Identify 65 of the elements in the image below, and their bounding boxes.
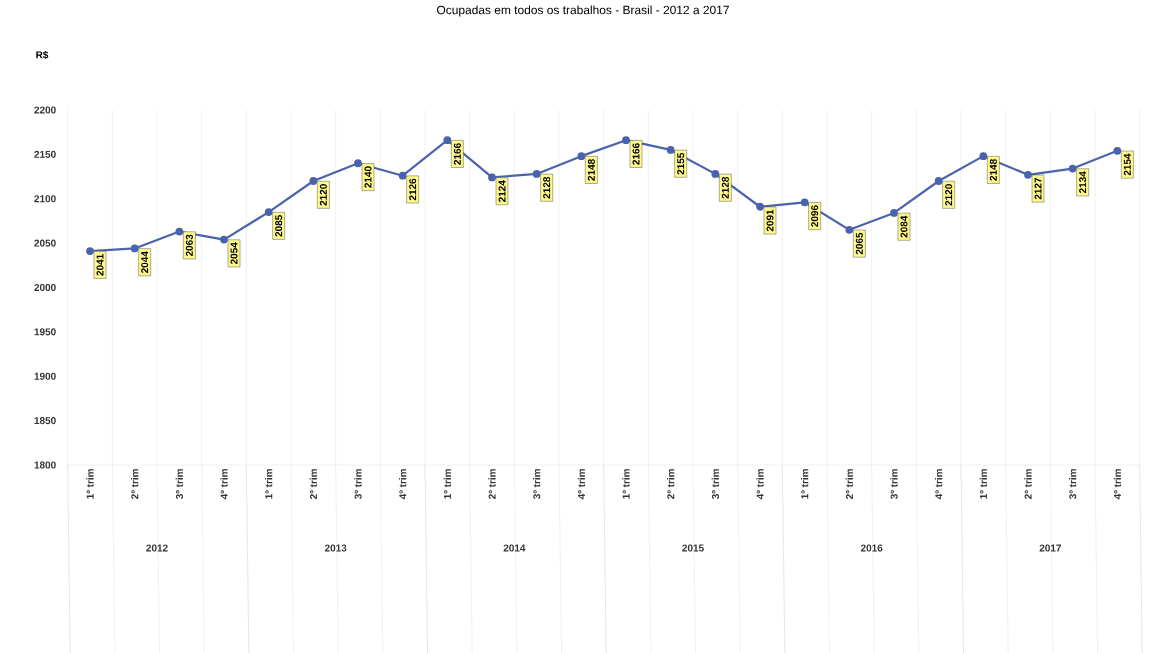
data-label: 2154 bbox=[1123, 153, 1131, 176]
data-label: 2140 bbox=[364, 166, 372, 188]
y-tick-label: 2100 bbox=[34, 195, 56, 203]
text: 2013 bbox=[324, 544, 347, 552]
x-tick-label: 1º trim bbox=[801, 469, 809, 499]
data-label: 2166 bbox=[453, 143, 461, 165]
text: 2012 bbox=[146, 544, 168, 552]
data-label: 2134 bbox=[1079, 171, 1087, 194]
x-tick-label: 3º trim bbox=[890, 469, 898, 500]
data-label: 2127 bbox=[1034, 177, 1042, 200]
y-tick-label: 2200 bbox=[34, 106, 56, 114]
x-tick-label: 4º trim bbox=[935, 469, 943, 500]
y-tick-label: 2000 bbox=[34, 283, 56, 292]
data-label: 2128 bbox=[721, 176, 729, 199]
text: 2017 bbox=[1039, 544, 1061, 552]
x-tick-label: 1º trim bbox=[86, 469, 94, 499]
y-tick-label: 2150 bbox=[34, 150, 56, 158]
data-label: 2124 bbox=[498, 180, 506, 202]
x-tick-label: 2º trim bbox=[309, 469, 317, 499]
x-tick-label: 1º trim bbox=[622, 469, 630, 499]
x-tick-label: 2º trim bbox=[131, 469, 139, 499]
data-label: 2120 bbox=[319, 184, 327, 206]
text: 2014 bbox=[503, 544, 526, 552]
x-tick-label: 2º trim bbox=[667, 469, 675, 499]
data-label: 2085 bbox=[275, 215, 283, 237]
x-tick-label: 4º trim bbox=[399, 469, 407, 500]
x-tick-label: 4º trim bbox=[220, 469, 228, 500]
data-label: 2126 bbox=[409, 178, 417, 201]
data-label: 2044 bbox=[141, 251, 149, 273]
chart-title: Ocupadas em todos os trabalhos - Brasil - 2012 a 2017 bbox=[437, 5, 729, 17]
x-tick-label: 4º trim bbox=[756, 469, 764, 500]
data-label: 2148 bbox=[587, 159, 595, 181]
x-tick-label: 1º trim bbox=[443, 469, 451, 499]
x-tick-label: 3º trim bbox=[711, 469, 719, 500]
data-label: 2091 bbox=[766, 209, 774, 232]
data-label: 2128 bbox=[543, 176, 551, 199]
x-tick-label: 1º trim bbox=[979, 469, 987, 499]
data-label: 2120 bbox=[945, 184, 953, 206]
data-label: 2041 bbox=[96, 254, 104, 276]
x-tick-label: 2º trim bbox=[1024, 469, 1032, 499]
y-tick-label: 1950 bbox=[34, 328, 56, 336]
data-label: 2065 bbox=[855, 232, 863, 255]
x-tick-label: 3º trim bbox=[533, 469, 541, 500]
data-label: 2084 bbox=[900, 215, 908, 238]
x-tick-label: 2º trim bbox=[845, 469, 853, 499]
x-tick-label: 3º trim bbox=[1069, 469, 1077, 500]
data-label: 2148 bbox=[989, 159, 997, 181]
data-label: 2054 bbox=[230, 242, 238, 265]
x-tick-label: 4º trim bbox=[577, 469, 585, 500]
data-label: 2166 bbox=[632, 143, 640, 165]
x-tick-label: 4º trim bbox=[1113, 469, 1121, 500]
y-tick-label: 1800 bbox=[34, 461, 56, 469]
y-tick-label: 1850 bbox=[34, 417, 56, 425]
data-label: 2155 bbox=[677, 152, 685, 175]
x-tick-label: 3º trim bbox=[354, 469, 362, 500]
x-tick-label: 3º trim bbox=[175, 469, 183, 500]
x-tick-label: 1º trim bbox=[265, 469, 273, 499]
text: 2015 bbox=[682, 544, 704, 552]
x-tick-label: 2º trim bbox=[488, 469, 496, 499]
y-axis-title: R$ bbox=[36, 50, 49, 60]
y-tick-label: 1900 bbox=[34, 372, 56, 380]
y-tick-label: 2050 bbox=[34, 239, 56, 247]
data-label: 2096 bbox=[811, 205, 819, 227]
data-label: 2063 bbox=[185, 234, 193, 257]
text: 2016 bbox=[860, 544, 883, 552]
